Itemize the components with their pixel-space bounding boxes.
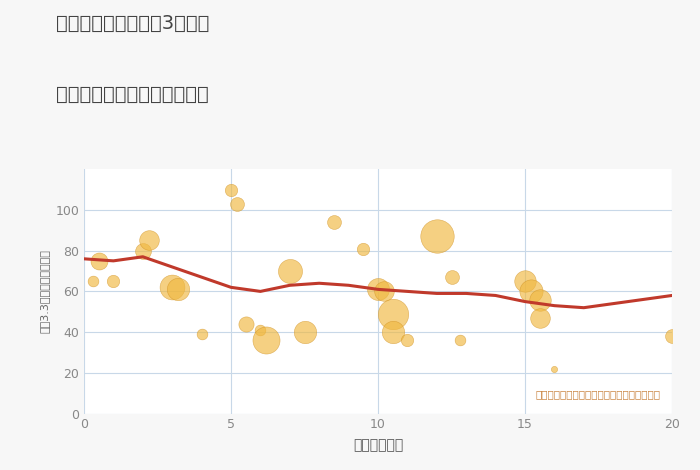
Point (225, 186, 237, 193)
Point (260, 337, 272, 344)
Point (455, 337, 466, 344)
Text: 三重県名張市希央台3番町の: 三重県名張市希央台3番町の (56, 14, 209, 33)
Point (240, 320, 251, 328)
Point (328, 219, 339, 226)
Point (666, 332, 678, 340)
Point (431, 233, 442, 240)
X-axis label: 駅距離（分）: 駅距離（分） (353, 439, 403, 453)
Point (143, 237, 154, 244)
Point (299, 329, 310, 336)
Point (93, 257, 104, 265)
Point (534, 314, 545, 321)
Text: 円の大きさは、取引のあった物件面積を示す: 円の大きさは、取引のあった物件面積を示す (536, 389, 660, 399)
Point (255, 326, 266, 334)
Point (387, 329, 398, 336)
Point (402, 337, 413, 344)
Point (549, 365, 560, 373)
Point (378, 288, 389, 295)
Point (172, 286, 183, 293)
Point (88, 277, 99, 285)
Point (519, 277, 531, 285)
Point (108, 277, 119, 285)
Point (534, 296, 545, 303)
Point (284, 267, 295, 275)
Point (358, 245, 369, 252)
Point (525, 288, 536, 295)
Point (372, 286, 384, 293)
Point (387, 310, 398, 318)
Point (167, 283, 178, 291)
Text: 駅距離別中古マンション価格: 駅距離別中古マンション価格 (56, 85, 209, 103)
Point (137, 247, 148, 254)
Point (196, 330, 207, 338)
Point (231, 200, 242, 208)
Y-axis label: 坪（3.3㎡）単価（万円）: 坪（3.3㎡）単価（万円） (40, 250, 50, 333)
Point (446, 274, 457, 281)
